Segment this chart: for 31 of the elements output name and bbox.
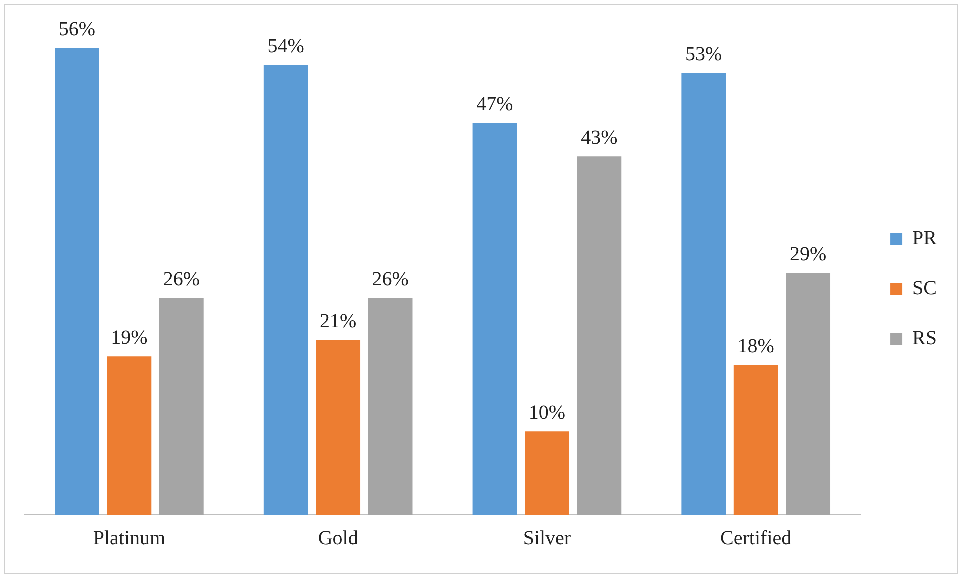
bar [368,298,413,515]
bar [316,340,361,515]
x-tick-label: Silver [523,527,572,550]
legend-label: RS [912,327,938,350]
data-label: 54% [268,35,304,58]
bar [786,273,831,515]
data-label: 19% [111,326,148,349]
data-label: 56% [58,18,96,41]
legend-label: SC [912,277,938,300]
data-label: 43% [581,126,618,149]
x-tick-label: Certified [720,527,792,550]
bar [472,123,518,515]
legend-label: PR [912,227,938,250]
data-label: 47% [476,94,514,116]
bar [107,356,152,515]
x-tick-label: Gold [318,527,358,550]
bar [577,156,622,515]
data-label: 29% [790,244,827,266]
bar [525,432,570,515]
data-label: 21% [320,310,357,332]
data-label: 10% [528,402,566,424]
bar [159,298,204,515]
bar [264,65,308,515]
bar [734,365,778,515]
bar [55,48,100,515]
x-tick-label: Platinum [93,527,166,550]
data-label: 26% [372,268,409,291]
data-label: 26% [163,268,200,291]
data-label: 18% [738,335,774,358]
bar [682,73,726,515]
data-label: 53% [686,44,722,66]
